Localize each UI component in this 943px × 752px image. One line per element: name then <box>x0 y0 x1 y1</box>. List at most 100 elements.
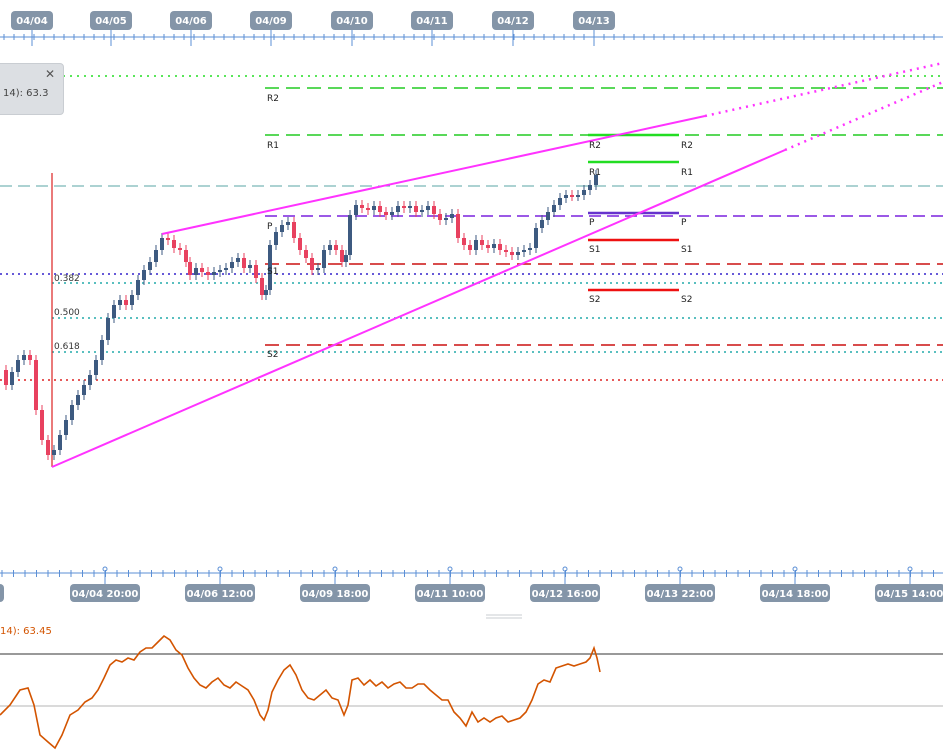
candle-body <box>260 278 264 295</box>
candle-body <box>384 212 388 215</box>
candle-body <box>160 238 164 250</box>
candle-body <box>178 248 182 250</box>
candle-body <box>378 206 382 212</box>
candle-body <box>184 250 188 262</box>
candle-body <box>528 248 532 250</box>
pivot-label: S1 <box>681 245 692 255</box>
candle-body <box>372 206 376 210</box>
candle-body <box>360 205 364 208</box>
candle-body <box>348 215 352 255</box>
candle-body <box>450 214 454 218</box>
bottom-date-label: 04/04 20:00 <box>72 589 139 600</box>
candle-body <box>558 198 562 205</box>
candle-body <box>94 360 98 375</box>
bottom-date-axis: 04/04 20:00 04/06 12:00 04/09 18:00 04/11 1… <box>0 566 943 602</box>
candle-body <box>70 405 74 420</box>
candle-body <box>106 318 110 340</box>
candle-body <box>254 265 258 278</box>
candle-body <box>118 300 122 305</box>
candle-body <box>264 290 268 295</box>
candle-body <box>552 205 556 212</box>
bottom-date-tag <box>760 584 830 602</box>
candle-body <box>154 250 158 262</box>
candle-body <box>188 262 192 275</box>
upper-trend-extension <box>704 61 943 118</box>
candle-body <box>10 372 14 385</box>
pivot-label: P <box>589 218 595 228</box>
bottom-date-tag <box>530 584 600 602</box>
top-date-tag <box>331 11 373 30</box>
fib-label: 0.382 <box>54 274 80 284</box>
top-date-label: 04/09 <box>255 16 287 27</box>
candle-body <box>316 268 320 270</box>
pivot-label: S2 <box>589 295 600 305</box>
pivot-label: R1 <box>267 141 279 151</box>
candle-body <box>402 206 406 208</box>
candle-body <box>28 355 32 360</box>
candle-body <box>200 268 204 272</box>
top-date-tag <box>573 11 615 30</box>
bottom-date-label: 04/14 18:00 <box>762 589 829 600</box>
top-date-tag <box>492 11 534 30</box>
candle-body <box>322 250 326 268</box>
candle-body <box>480 240 484 245</box>
pivot-label: R2 <box>681 141 693 151</box>
candle-body <box>474 240 478 250</box>
candle-body <box>100 340 104 360</box>
candle-body <box>396 206 400 212</box>
candle-body <box>546 212 550 220</box>
candle-body <box>136 280 140 295</box>
close-icon[interactable]: ✕ <box>45 67 56 81</box>
candle-body <box>46 440 50 455</box>
candle-body <box>438 214 442 220</box>
candle-body <box>570 195 574 197</box>
pivot-label: R2 <box>589 141 601 151</box>
candle-body <box>88 375 92 385</box>
candle-body <box>280 225 284 232</box>
top-date-tag <box>411 11 453 30</box>
candle-body <box>588 185 592 190</box>
candle-body <box>172 240 176 248</box>
top-date-tag <box>11 11 53 30</box>
candle-body <box>218 270 222 272</box>
candlestick-series <box>4 170 598 460</box>
candle-body <box>212 272 216 275</box>
candle-body <box>408 206 412 208</box>
pivot-label: R1 <box>589 168 601 178</box>
candle-body <box>206 272 210 275</box>
candle-body <box>64 420 68 435</box>
panel-splitter[interactable] <box>486 614 522 619</box>
bottom-date-tag <box>875 584 943 602</box>
candle-body <box>310 258 314 270</box>
candle-body <box>432 206 436 214</box>
candle-body <box>540 220 544 228</box>
top-date-axis: 04/04 04/05 04/06 04/09 04/10 04/11 04/12 04/13 <box>0 11 943 46</box>
bottom-date-tag <box>185 584 255 602</box>
bottom-date-label: 04/09 18:00 <box>302 589 369 600</box>
candle-body <box>576 195 580 197</box>
candle-body <box>298 238 302 250</box>
candle-body <box>462 238 466 245</box>
candle-body <box>510 252 514 255</box>
top-date-label: 04/10 <box>336 16 368 27</box>
bottom-date-label: 04/06 12:00 <box>187 589 254 600</box>
candle-body <box>304 250 308 258</box>
candle-body <box>236 258 240 262</box>
candle-body <box>582 190 586 195</box>
pivot-label: P <box>267 222 273 232</box>
candle-body <box>516 252 520 255</box>
top-date-label: 04/04 <box>16 16 48 27</box>
bottom-date-tag <box>300 584 370 602</box>
top-date-tag <box>170 11 212 30</box>
candle-body <box>130 295 134 305</box>
bottom-date-label: 04/11 10:00 <box>417 589 484 600</box>
pivot-label: S2 <box>681 295 692 305</box>
candle-body <box>58 435 62 450</box>
top-date-tag <box>250 11 292 30</box>
top-date-label: 04/06 <box>175 16 207 27</box>
fib-label: 0.500 <box>54 308 80 318</box>
candle-body <box>534 228 538 248</box>
top-date-label: 04/11 <box>416 16 448 27</box>
indicator-value: 14): 63.3 <box>3 88 49 99</box>
